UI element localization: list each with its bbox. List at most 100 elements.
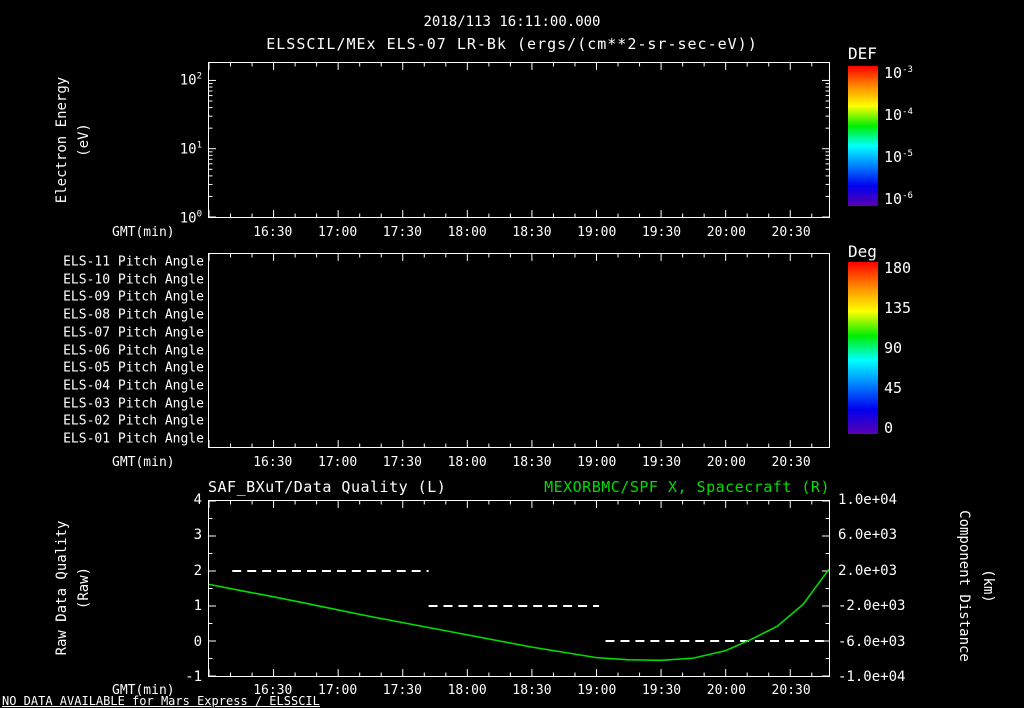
pitch-angle-row-label: ELS-05 Pitch Angle [63,360,204,376]
pitch-angle-row-label: ELS-06 Pitch Angle [63,343,204,358]
energy-ytick-labels: 102 101 100 [150,62,202,226]
quality-distance-panel [208,500,830,677]
pitch-angle-panel [208,253,830,448]
pitch-angle-row-label: ELS-08 Pitch Angle [63,307,204,323]
x-tick-label: 20:30 [771,683,811,698]
y-tick-label: 100 [179,209,202,227]
energy-axis-label: Electron Energy [54,76,70,204]
y-tick-label: 2 [193,562,202,579]
x-tick-label: 18:30 [512,225,552,240]
y-tick-label: 6.0e+03 [838,527,898,544]
x-tick-label: 19:30 [641,455,682,470]
def-colorbar [848,66,878,206]
y-tick-label: -6.0e+03 [838,633,906,650]
y-tick-marks [209,501,829,676]
y-tick-label: -1 [185,669,202,685]
x-tick-label: 20:30 [771,455,811,470]
y-tick-label: 0 [193,633,202,650]
x-tick-label: 17:30 [382,455,422,470]
y-tick-marks [209,79,829,217]
def-colorbar-title: DEF [848,44,877,63]
x-tick-label: 17:00 [318,455,358,470]
energy-xtick-labels: 16:30 17:00 17:30 18:00 18:30 19:00 19:30 20:00… [208,225,830,241]
exponent: 1 [196,140,202,151]
quality-ytick-labels: 4 3 2 1 0 -1 [160,492,202,685]
x-tick-label: 18:00 [447,455,487,470]
x-tick-label: 20:00 [706,455,746,470]
pitch-angle-row-label: ELS-02 Pitch Angle [63,413,204,429]
x-tick-label: 18:00 [447,683,487,698]
spacecraft-x-distance-curve [209,568,829,662]
gmt-axis-label: GMT(min) [112,683,175,698]
x-tick-label: 16:30 [253,455,293,470]
pitch-angle-row-label: ELS-07 Pitch Angle [63,325,204,341]
colorbar-tick-label: 135 [884,299,912,317]
colorbar-tick-label: 0 [884,419,894,437]
deg-colorbar-title: Deg [848,242,877,261]
x-tick-label: 19:00 [577,225,617,240]
quality-axis-unit: (Raw) [76,566,92,610]
x-tick-label: 16:30 [253,225,293,240]
pitch-row-labels: ELS-11 Pitch Angle ELS-10 Pitch Angle ELS-… [30,253,204,448]
x-tick-label: 17:00 [318,683,358,698]
x-tick-label: 19:30 [641,225,682,240]
colorbar-tick-label: 45 [884,379,903,397]
x-tick-label: 19:00 [577,455,617,470]
x-tick-label: 20:00 [706,683,746,698]
x-tick-label: 18:00 [447,225,487,240]
exponent: -5 [902,149,913,159]
energy-spectrogram-panel [208,62,830,218]
exponent: -6 [902,191,913,201]
exponent: 0 [196,209,202,220]
y-tick-label: 2.0e+03 [838,562,898,579]
y-tick-label: 1 [193,598,202,615]
y-tick-label: -1.0e+04 [838,669,906,685]
data-quality-line [232,570,827,642]
deg-colorbar [848,262,878,434]
timestamp-title: 2018/113 16:11:00.000 [423,14,601,30]
x-tick-label: 19:30 [641,683,682,698]
pitch-panel-ticks-layer [209,254,813,447]
pitch-xtick-labels: 16:30 17:00 17:30 18:00 18:30 19:00 19:30 20:00… [208,455,830,471]
y-tick-label: 101 [179,140,202,158]
def-colorbar-labels: 10-3 10-4 10-5 10-6 [884,64,944,208]
colorbar-tick-label: 10-3 [884,64,913,82]
y-tick-label: 4 [193,492,202,508]
quality-distance-chart-layer [209,501,829,676]
x-tick-label: 17:30 [382,225,422,240]
quality-panel-title-right: MEXORBMC/SPF X, Spacecraft (R) [544,478,830,496]
pitch-angle-row-label: ELS-10 Pitch Angle [63,272,204,288]
energy-axis-unit: (eV) [76,123,92,157]
energy-panel-ticks-layer [209,63,829,217]
colorbar-tick-label: 90 [884,339,903,357]
x-tick-marks [209,501,813,676]
plot-subtitle: ELSSCIL/MEx ELS-07 LR-Bk (ergs/(cm**2-sr… [266,35,758,53]
x-tick-label: 18:30 [512,683,552,698]
exponent: -4 [902,107,913,117]
no-data-message: NO DATA AVAILABLE for Mars Express / ELS… [2,694,320,708]
x-tick-label: 17:00 [318,225,358,240]
pitch-angle-row-label: ELS-11 Pitch Angle [63,254,204,270]
pitch-angle-row-label: ELS-03 Pitch Angle [63,396,204,412]
colorbar-tick-label: 180 [884,259,912,277]
colorbar-tick-label: 10-4 [884,106,913,124]
colorbar-tick-label: 10-6 [884,190,913,208]
distance-ytick-labels: 1.0e+04 6.0e+03 2.0e+03 -2.0e+03 -6.0e+03 -1.… [838,492,908,685]
quality-axis-label: Raw Data Quality [54,520,70,656]
colorbar-tick-label: 10-5 [884,148,913,166]
x-tick-label: 20:00 [706,225,746,240]
distance-axis-label: Component Distance [956,510,972,662]
pitch-angle-row-label: ELS-09 Pitch Angle [63,289,204,305]
y-tick-label: -2.0e+03 [838,598,906,615]
exponent: 2 [196,71,202,82]
x-tick-marks [209,254,813,447]
x-tick-label: 18:30 [512,455,552,470]
x-tick-label: 20:30 [771,225,811,240]
gmt-axis-label: GMT(min) [112,455,175,470]
gmt-axis-label: GMT(min) [112,225,175,240]
y-tick-label: 102 [179,71,202,88]
x-tick-label: 16:30 [253,683,293,698]
quality-panel-title-left: SAF_BXuT/Data Quality (L) [208,478,447,496]
x-tick-label: 19:00 [577,683,617,698]
